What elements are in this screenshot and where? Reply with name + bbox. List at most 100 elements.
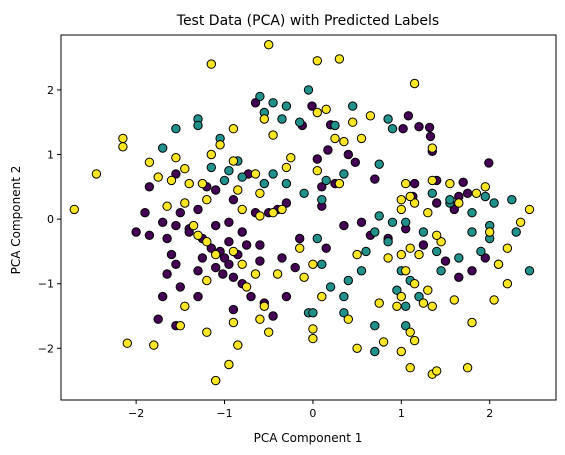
data-point <box>91 169 102 179</box>
data-point <box>418 240 429 250</box>
data-point <box>175 282 186 292</box>
data-point <box>281 178 292 189</box>
data-point <box>339 136 349 147</box>
data-point <box>432 198 442 208</box>
y-tick-label: 2 <box>47 84 54 97</box>
data-point <box>153 314 163 324</box>
data-point <box>401 217 411 228</box>
data-point <box>264 327 274 337</box>
data-point <box>255 256 265 266</box>
data-point <box>480 191 490 202</box>
data-point <box>401 301 411 311</box>
data-point <box>175 321 186 331</box>
data-point <box>158 217 168 228</box>
data-point <box>202 195 212 205</box>
data-point <box>467 208 477 218</box>
data-point <box>307 101 317 111</box>
data-point <box>180 164 190 174</box>
data-point <box>175 208 186 218</box>
data-point <box>511 227 521 237</box>
data-point <box>414 249 424 260</box>
x-axis-ticks: −2 −1 0 1 2 <box>128 400 493 420</box>
data-point <box>330 133 340 144</box>
data-point <box>418 227 429 237</box>
data-point <box>405 363 415 373</box>
data-point <box>480 253 490 263</box>
data-point <box>237 204 247 215</box>
data-point <box>323 145 333 155</box>
x-tick-label: −1 <box>216 407 232 420</box>
x-tick-label: 1 <box>398 407 405 420</box>
data-point <box>467 227 477 237</box>
data-point <box>211 220 221 231</box>
data-point <box>281 291 292 302</box>
data-point <box>352 343 362 353</box>
data-point <box>418 298 429 308</box>
data-point <box>246 291 256 302</box>
data-point <box>484 158 494 168</box>
data-point <box>255 211 265 221</box>
data-point <box>206 59 217 69</box>
data-point <box>409 78 420 89</box>
data-point <box>502 279 513 289</box>
data-point <box>321 175 331 186</box>
data-point <box>206 162 217 173</box>
data-point <box>396 195 406 205</box>
data-point <box>281 198 292 208</box>
data-point <box>467 266 477 276</box>
data-point <box>250 169 261 179</box>
data-point <box>317 182 327 192</box>
data-point <box>454 198 464 208</box>
data-point <box>356 266 367 276</box>
data-point <box>69 204 80 215</box>
data-point <box>277 114 287 124</box>
data-point <box>264 40 274 50</box>
x-tick-label: 0 <box>309 407 316 420</box>
data-point <box>224 217 234 228</box>
data-point <box>432 246 442 257</box>
data-point <box>193 120 203 131</box>
data-point <box>180 301 190 311</box>
data-point <box>277 204 287 215</box>
data-point <box>462 363 473 373</box>
data-points <box>69 40 535 386</box>
data-point <box>409 279 420 289</box>
data-point <box>224 259 234 269</box>
data-point <box>392 285 402 295</box>
data-point <box>334 178 345 189</box>
data-point <box>480 182 490 192</box>
data-point <box>427 301 437 311</box>
data-point <box>524 204 535 215</box>
data-point <box>224 359 234 370</box>
data-point <box>259 114 269 124</box>
data-point <box>122 338 133 348</box>
data-point <box>467 317 477 328</box>
data-point <box>449 295 459 305</box>
data-point <box>396 249 406 260</box>
data-point <box>259 301 269 311</box>
data-point <box>312 154 322 164</box>
data-point <box>166 249 177 260</box>
data-point <box>197 178 208 189</box>
data-point <box>215 140 225 150</box>
data-point <box>445 195 455 205</box>
data-point <box>489 198 499 208</box>
data-point <box>255 240 265 250</box>
data-point <box>250 269 261 279</box>
data-point <box>414 291 424 302</box>
data-point <box>299 272 309 282</box>
data-point <box>312 233 322 244</box>
data-point <box>268 208 278 218</box>
data-point <box>524 266 535 276</box>
data-point <box>321 104 331 115</box>
data-point <box>449 204 459 215</box>
data-point <box>403 111 414 121</box>
data-point <box>485 227 495 237</box>
data-point <box>255 188 265 199</box>
data-point <box>295 243 305 253</box>
data-point <box>281 101 292 111</box>
chart-title: Test Data (PCA) with Predicted Labels <box>176 13 439 29</box>
y-tick-label: 1 <box>47 149 54 162</box>
data-point <box>290 262 300 273</box>
y-tick-label: −2 <box>38 342 54 355</box>
